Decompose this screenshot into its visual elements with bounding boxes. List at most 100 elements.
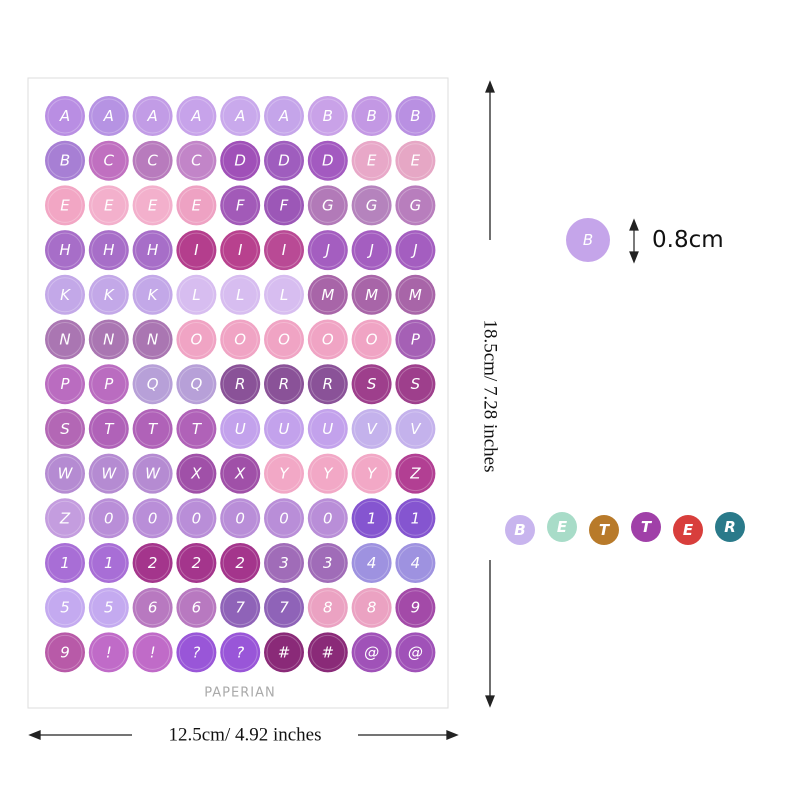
sticker-letter: H (103, 241, 114, 259)
sticker-rim (310, 590, 346, 626)
sticker-rim (135, 232, 171, 268)
sticker (220, 364, 261, 405)
sticker-rim (91, 232, 127, 268)
sticker (176, 408, 217, 449)
sticker-rim (91, 277, 127, 313)
sticker-rim (91, 143, 127, 179)
sticker (132, 498, 173, 539)
sticker-rim (397, 232, 433, 268)
sticker-rim (178, 545, 214, 581)
sticker-letter: 3 (279, 554, 289, 572)
sticker (45, 185, 85, 226)
sticker (132, 185, 173, 226)
sticker-letter: F (236, 196, 245, 214)
sticker-rim (222, 277, 258, 313)
sticker-rim (47, 366, 83, 402)
sticker-rim (354, 500, 390, 536)
sticker (45, 632, 85, 673)
sticker-rim (354, 277, 390, 313)
sticker-letter: Q (147, 375, 159, 393)
sticker-rim (135, 366, 171, 402)
sticker-letter: 3 (323, 554, 333, 572)
sticker (395, 453, 436, 494)
sticker-rim (135, 322, 171, 357)
sticker (88, 319, 129, 360)
sticker-rim (310, 411, 346, 447)
sticker (132, 274, 173, 315)
sticker-letter: M (365, 286, 378, 304)
sticker (351, 140, 392, 181)
sticker (307, 632, 348, 673)
sticker-rim (47, 545, 83, 581)
sticker (132, 408, 173, 449)
sticker-rim (266, 98, 302, 134)
sticker-rim (47, 98, 83, 134)
sticker (220, 453, 261, 494)
sticker-letter: P (104, 375, 114, 393)
sticker-grid: A A A A A A B B B B C C C D D D E E E E E E F F G G G H H H I I I J J J K K K L… (45, 96, 436, 673)
sticker-letter: K (104, 286, 115, 304)
sticker (264, 453, 304, 494)
width-arrow (28, 730, 459, 740)
sticker (351, 274, 392, 315)
sticker (88, 96, 129, 136)
sticker (307, 319, 348, 360)
sticker-rim (397, 98, 433, 134)
sticker-rim (310, 545, 346, 581)
sticker-rim (310, 366, 346, 402)
sticker-letter: 5 (60, 599, 70, 617)
sticker-rim (47, 411, 83, 447)
sticker-rim (354, 98, 390, 134)
sticker (307, 230, 348, 271)
sticker-rim (178, 590, 214, 626)
sticker-rim (47, 590, 83, 626)
sticker-letter: B (410, 107, 420, 125)
sticker (395, 364, 436, 405)
sticker-letter: L (192, 286, 200, 304)
sticker-letter: C (104, 152, 115, 170)
sticker (88, 498, 129, 539)
sticker (132, 319, 173, 360)
sticker-letter: E (411, 152, 421, 170)
sticker-letter: Y (323, 465, 334, 483)
sticker-rim (397, 456, 433, 492)
sticker-letter: 7 (279, 599, 289, 617)
sticker-rim (222, 545, 258, 581)
sticker (264, 364, 304, 405)
sticker-rim (47, 500, 83, 536)
sticker-letter: I (282, 241, 287, 259)
sticker-rim (266, 545, 302, 581)
sticker (264, 587, 304, 628)
sample-sticker (566, 218, 610, 262)
sticker (132, 632, 173, 673)
sticker-letter: N (147, 331, 158, 349)
sticker-rim (91, 456, 127, 492)
sticker-letter: J (366, 241, 373, 259)
sticker (264, 140, 304, 181)
sticker-letter: A (190, 107, 201, 125)
sticker-letter: S (60, 420, 70, 438)
sticker-letter: A (103, 107, 114, 125)
sticker (176, 543, 217, 583)
sticker-letter: 1 (104, 554, 114, 572)
sticker (264, 319, 304, 360)
sticker-rim (222, 634, 258, 670)
sticker (395, 140, 436, 181)
sticker-letter: 0 (104, 509, 114, 527)
sticker (45, 319, 85, 360)
sticker-letter: O (322, 331, 334, 349)
sticker-letter: A (146, 107, 157, 125)
sticker-letter: T (148, 420, 159, 438)
sticker-letter: E (367, 152, 377, 170)
sticker-rim (397, 366, 433, 402)
sticker-letter: K (148, 286, 159, 304)
sticker-letter: 1 (411, 509, 421, 527)
sticker-letter: M (409, 286, 422, 304)
example-sticker (589, 515, 619, 545)
sticker-letter: 8 (323, 599, 333, 617)
sticker (395, 319, 436, 360)
sticker (45, 498, 85, 539)
sticker-rim (178, 187, 214, 223)
sticker-letter: Z (59, 509, 71, 527)
example-sticker (505, 515, 535, 545)
